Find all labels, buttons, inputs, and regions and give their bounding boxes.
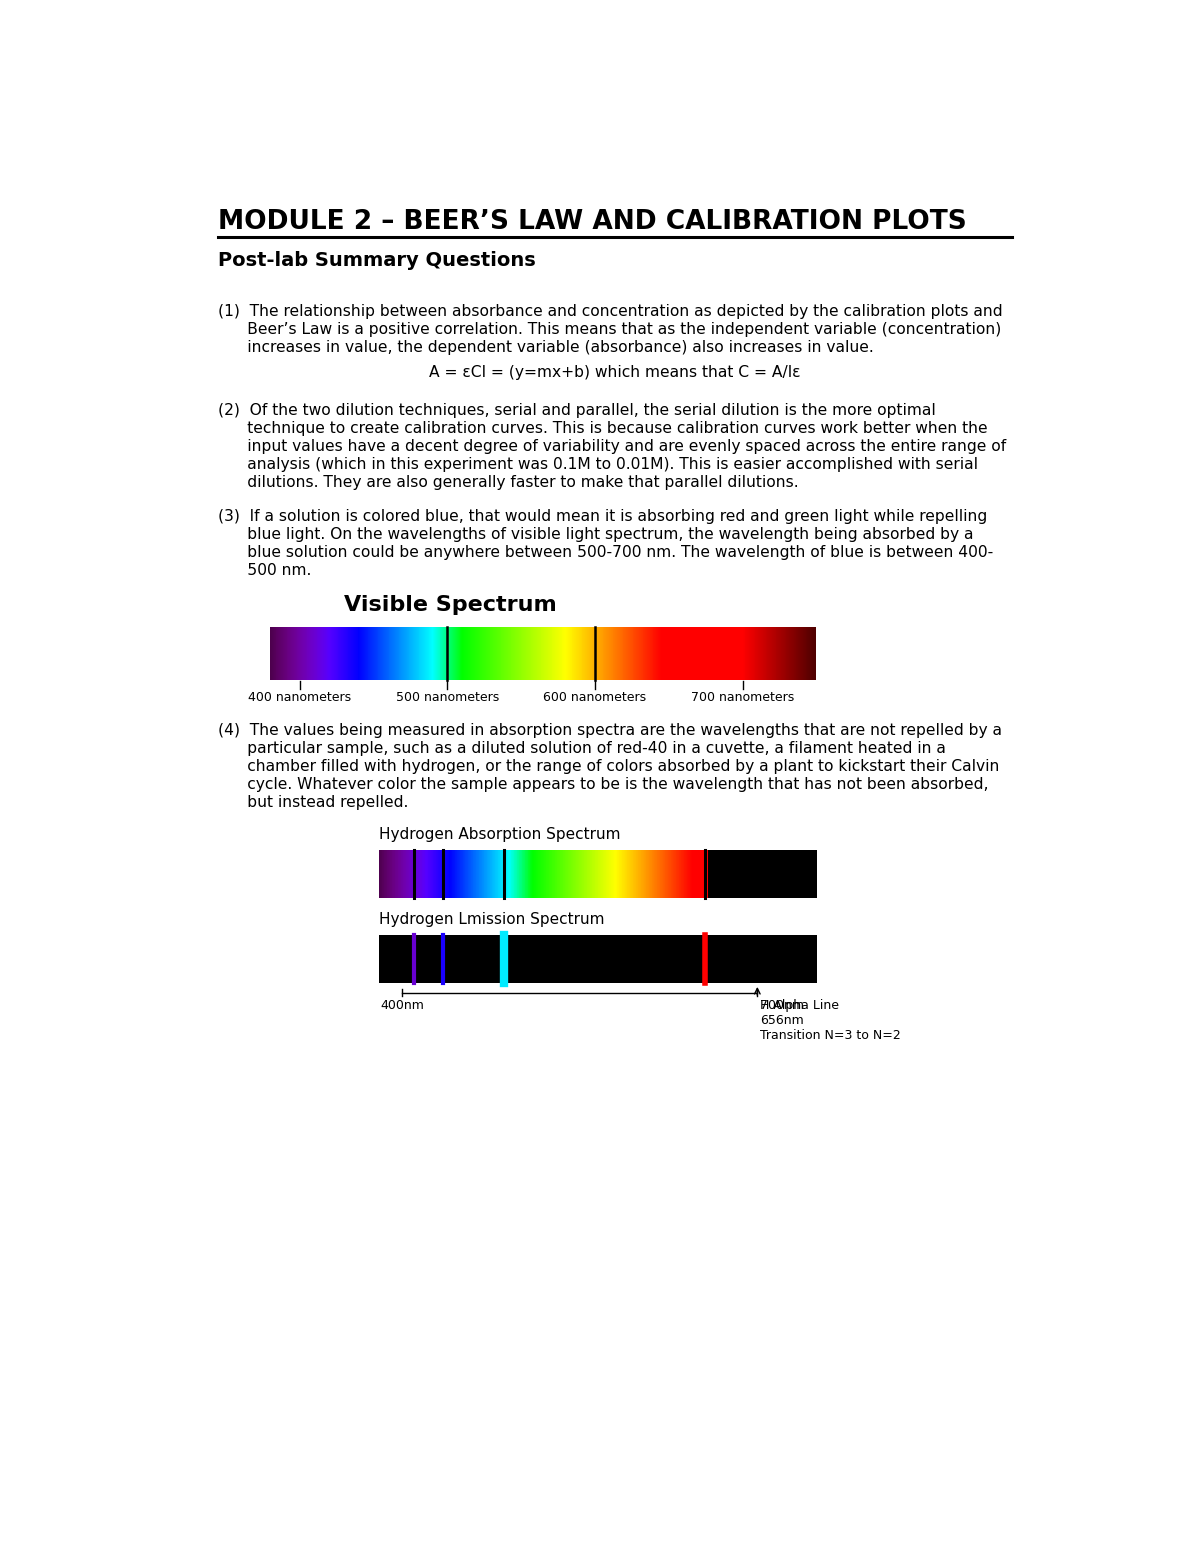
Text: analysis (which in this experiment was 0.1M to 0.01M). This is easier accomplish: analysis (which in this experiment was 0… [218, 457, 978, 472]
Text: cycle. Whatever color the sample appears to be is the wavelength that has not be: cycle. Whatever color the sample appears… [218, 776, 989, 792]
Text: particular sample, such as a diluted solution of red-40 in a cuvette, a filament: particular sample, such as a diluted sol… [218, 741, 946, 756]
Text: MODULE 2 – BEER’S LAW AND CALIBRATION PLOTS: MODULE 2 – BEER’S LAW AND CALIBRATION PL… [218, 208, 967, 235]
Text: 700 nanometers: 700 nanometers [691, 691, 794, 704]
Text: but instead repelled.: but instead repelled. [218, 795, 408, 811]
Text: 500 nanometers: 500 nanometers [396, 691, 499, 704]
Text: (2)  Of the two dilution techniques, serial and parallel, the serial dilution is: (2) Of the two dilution techniques, seri… [218, 402, 936, 418]
Text: (3)  If a solution is colored blue, that would mean it is absorbing red and gree: (3) If a solution is colored blue, that … [218, 508, 988, 523]
Text: technique to create calibration curves. This is because calibration curves work : technique to create calibration curves. … [218, 421, 988, 436]
Text: blue light. On the wavelengths of visible light spectrum, the wavelength being a: blue light. On the wavelengths of visibl… [218, 526, 973, 542]
Text: blue solution could be anywhere between 500-700 nm. The wavelength of blue is be: blue solution could be anywhere between … [218, 545, 994, 559]
Text: Post-lab Summary Questions: Post-lab Summary Questions [218, 250, 536, 270]
Text: 500 nm.: 500 nm. [218, 562, 312, 578]
Text: 400 nanometers: 400 nanometers [248, 691, 352, 704]
Text: Hydrogen Absorption Spectrum: Hydrogen Absorption Spectrum [379, 828, 620, 842]
Text: 600 nanometers: 600 nanometers [544, 691, 647, 704]
Text: H Alpha Line
656nm
Transition N=3 to N=2: H Alpha Line 656nm Transition N=3 to N=2 [761, 999, 901, 1042]
Text: input values have a decent degree of variability and are evenly spaced across th: input values have a decent degree of var… [218, 439, 1007, 453]
Text: 700nm: 700nm [761, 999, 804, 1011]
Text: 400nm: 400nm [380, 999, 425, 1011]
Text: Visible Spectrum: Visible Spectrum [343, 595, 557, 615]
Text: (1)  The relationship between absorbance and concentration as depicted by the ca: (1) The relationship between absorbance … [218, 304, 1003, 320]
Text: Beer’s Law is a positive correlation. This means that as the independent variabl: Beer’s Law is a positive correlation. Th… [218, 323, 1002, 337]
Text: dilutions. They are also generally faster to make that parallel dilutions.: dilutions. They are also generally faste… [218, 475, 799, 491]
Text: A = εCl = (y=mx+b) which means that C = A/lε: A = εCl = (y=mx+b) which means that C = … [430, 365, 800, 379]
Text: Hydrogen Lmission Spectrum: Hydrogen Lmission Spectrum [379, 912, 604, 927]
Text: increases in value, the dependent variable (absorbance) also increases in value.: increases in value, the dependent variab… [218, 340, 874, 356]
Text: (4)  The values being measured in absorption spectra are the wavelengths that ar: (4) The values being measured in absorpt… [218, 722, 1002, 738]
Text: chamber filled with hydrogen, or the range of colors absorbed by a plant to kick: chamber filled with hydrogen, or the ran… [218, 759, 1000, 773]
